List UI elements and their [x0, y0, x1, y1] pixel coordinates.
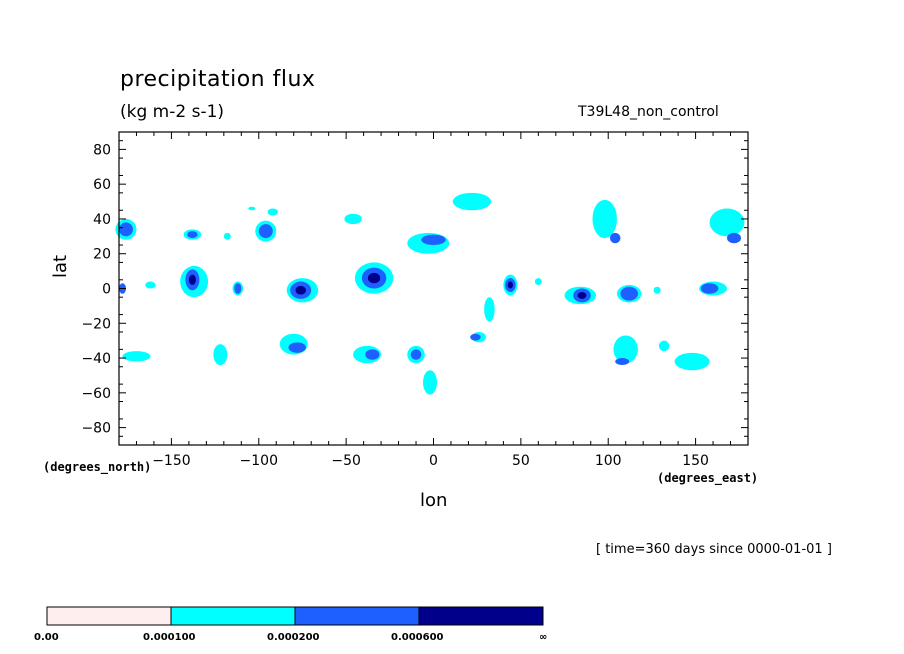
contour-region-cyan	[658, 340, 670, 352]
contour-region-cyan	[267, 208, 278, 216]
contour-region-cyan	[452, 192, 492, 211]
y-tick-label: 0	[102, 282, 111, 298]
contour-region-blue	[365, 349, 380, 360]
plot-frame	[118, 131, 749, 446]
x-axis-units: (degrees_east)	[657, 471, 759, 485]
contour-region-blue	[187, 231, 198, 239]
x-axis-label: lon	[420, 490, 448, 511]
contour-region-blue	[119, 222, 133, 237]
contour-region-blue	[234, 283, 242, 294]
y-tick-label: 40	[93, 212, 111, 228]
x-tick-label: −50	[331, 453, 361, 469]
contour-region-cyan	[653, 286, 661, 294]
contour-region-cyan	[674, 352, 710, 371]
x-tick-label: −100	[240, 453, 278, 469]
contour-region-cyan	[534, 278, 542, 286]
contour-region-blue	[620, 286, 638, 301]
contour-region-blue	[609, 232, 621, 244]
contour-region-cyan	[613, 335, 638, 364]
contour-region-cyan	[423, 370, 437, 395]
y-axis-units: (degrees_north)	[43, 460, 152, 474]
contour-region-navy	[188, 274, 196, 286]
axis-ticks: −150 −100 −50 0 50 100 150 −80 −60 −40 −20 0 20 40 60 8…	[81, 132, 748, 469]
y-tick-label: −80	[81, 421, 111, 437]
contour-region-cyan	[344, 213, 362, 225]
x-tick-label: 150	[682, 453, 709, 469]
contour-region-blue	[410, 349, 422, 360]
contour-region-blue	[615, 358, 630, 366]
contour-region-cyan	[223, 232, 231, 240]
y-axis-label: lat	[50, 254, 71, 278]
contour-region-cyan	[248, 206, 256, 211]
x-tick-label: 0	[429, 453, 438, 469]
contour-region-blue	[470, 333, 481, 341]
contour-region-blue	[700, 283, 719, 294]
time-note: [ time=360 days since 0000-01-01 ]	[596, 542, 832, 557]
contour-region-navy	[295, 285, 306, 295]
y-tick-label: 60	[93, 177, 111, 193]
run-label: T39L48_non_control	[578, 104, 719, 120]
y-tick-label: −60	[81, 386, 111, 402]
contour-region-blue	[258, 224, 273, 239]
y-tick-label: 80	[93, 142, 111, 158]
chart-title: precipitation flux	[120, 67, 316, 92]
x-tick-label: 50	[512, 453, 530, 469]
y-tick-label: −20	[81, 316, 111, 332]
contour-region-blue	[727, 232, 742, 244]
contour-region-blue	[288, 342, 306, 353]
contour-region-cyan	[122, 351, 151, 362]
contour-region-cyan	[145, 281, 156, 289]
contour-region-cyan	[592, 199, 617, 239]
contour-region-navy	[507, 281, 513, 289]
y-tick-label: −40	[81, 351, 111, 367]
contour-region-navy	[577, 291, 587, 299]
contour-region-cyan	[709, 208, 745, 237]
contour-region-cyan	[484, 297, 495, 322]
chart-units: (kg m-2 s-1)	[120, 102, 225, 122]
contour-region-blue	[421, 234, 446, 246]
contour-fills	[115, 192, 745, 395]
x-tick-label: 100	[595, 453, 622, 469]
x-tick-label: −150	[152, 453, 190, 469]
contour-region-cyan	[213, 344, 228, 366]
y-tick-label: 20	[93, 247, 111, 263]
contour-region-navy	[367, 272, 381, 284]
